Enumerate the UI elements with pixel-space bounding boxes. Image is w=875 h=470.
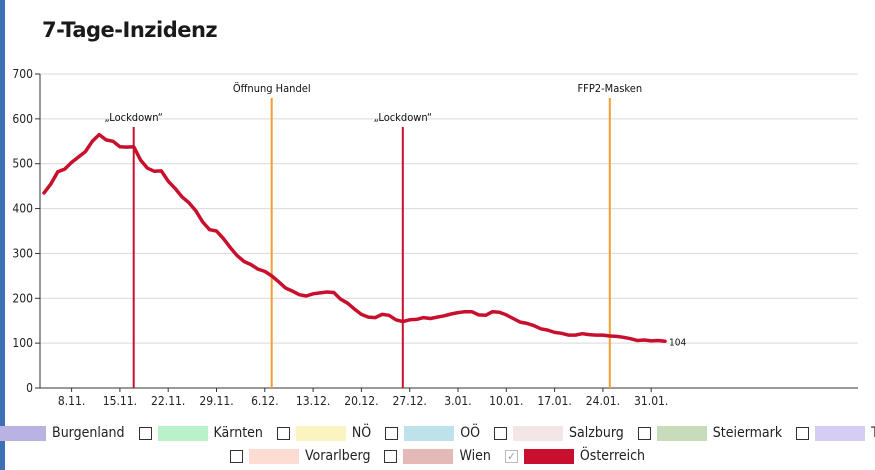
- legend-label: Vorarlberg: [305, 448, 371, 464]
- x-tick-label: 31.01.: [634, 394, 668, 408]
- legend-item-kärnten[interactable]: Kärnten: [138, 425, 263, 441]
- x-tick-label: 20.12.: [344, 394, 378, 408]
- legend-item-salzburg[interactable]: Salzburg: [494, 425, 624, 441]
- legend-item-nö[interactable]: NÖ: [276, 425, 372, 441]
- legend-label: NÖ: [351, 425, 372, 441]
- checkbox[interactable]: [276, 426, 290, 440]
- legend-item-tirol[interactable]: Tirol: [796, 425, 875, 441]
- legend-label: Burgenland: [52, 425, 125, 441]
- y-tick-label: 700: [12, 67, 33, 81]
- annotation-label: Öffnung Handel: [233, 82, 311, 95]
- chart-title: 7-Tage-Inzidenz: [42, 18, 218, 42]
- checkbox[interactable]: [384, 449, 398, 463]
- y-tick-label: 200: [12, 291, 33, 305]
- legend-swatch: [403, 448, 454, 464]
- x-tick-label: 22.11.: [151, 394, 185, 408]
- legend-swatch: [513, 425, 564, 441]
- annotation-label: „Lockdown“: [105, 111, 163, 124]
- annotation-label: „Lockdown“: [374, 111, 432, 124]
- legend-item-vorarlberg[interactable]: Vorarlberg: [230, 448, 370, 464]
- checkbox[interactable]: [385, 426, 399, 440]
- series-layer: 104: [42, 132, 686, 348]
- legend-swatch: [656, 425, 707, 441]
- line-chart: 0 100 200 300 400 500 600 700 8.11. 15.11. 22.11.…: [12, 67, 858, 408]
- legend-swatch: [815, 425, 866, 441]
- event-annotations: „Lockdown“ Öffnung Handel „Lockdown“ FFP2-M…: [105, 82, 642, 388]
- left-accent-bar: [0, 0, 5, 470]
- y-tick-label: 0: [26, 381, 33, 395]
- x-tick-label: 24.01.: [586, 394, 620, 408]
- legend-swatch: [404, 425, 455, 441]
- checkbox-checked[interactable]: ✓: [504, 449, 518, 463]
- y-axis-ticks: 0 100 200 300 400 500 600 700: [12, 67, 858, 395]
- legend-label: Steiermark: [712, 425, 783, 441]
- checkbox[interactable]: [494, 426, 508, 440]
- legend-item-österreich[interactable]: ✓ Österreich: [504, 448, 645, 464]
- annotation-label: FFP2-Masken: [577, 82, 642, 95]
- y-tick-label: 500: [12, 157, 33, 171]
- y-tick-label: 100: [12, 336, 33, 350]
- x-axis-ticks: 8.11. 15.11. 22.11. 29.11. 6.12. 13.12. 20.12.…: [58, 388, 668, 408]
- x-tick-label: 6.12.: [251, 394, 278, 408]
- legend-swatch: [249, 448, 299, 464]
- x-tick-label: 10.01.: [489, 394, 523, 408]
- legend-swatch: [157, 425, 208, 441]
- legend-item-wien[interactable]: Wien: [384, 448, 491, 464]
- legend-row-2: Vorarlberg Wien ✓ Österreich: [0, 448, 875, 464]
- x-tick-label: 17.01.: [537, 394, 571, 408]
- x-tick-label: 3.01.: [444, 394, 471, 408]
- legend-label: OÖ: [460, 425, 481, 441]
- checkbox[interactable]: [138, 426, 152, 440]
- x-tick-label: 29.11.: [199, 394, 233, 408]
- legend-item-oö[interactable]: OÖ: [385, 425, 480, 441]
- x-tick-label: 15.11.: [103, 394, 137, 408]
- legend-row-1: Burgenland Kärnten NÖ OÖ Salzburg Steiermark T…: [0, 425, 875, 441]
- checkbox[interactable]: [796, 426, 810, 440]
- series-line-oesterreich: [42, 132, 667, 344]
- legend-label: Kärnten: [213, 425, 263, 441]
- legend-item-burgenland[interactable]: Burgenland: [0, 425, 125, 441]
- legend-swatch: [295, 425, 346, 441]
- y-tick-label: 300: [12, 246, 33, 260]
- legend-swatch: [0, 425, 47, 441]
- legend-item-steiermark[interactable]: Steiermark: [637, 425, 783, 441]
- legend-label: Wien: [459, 448, 491, 464]
- chart-grid: [40, 73, 858, 344]
- x-tick-label: 8.11.: [58, 394, 85, 408]
- checkbox[interactable]: [637, 426, 651, 440]
- y-tick-label: 400: [12, 202, 33, 216]
- checkbox[interactable]: [230, 449, 243, 463]
- legend-label: Österreich: [579, 448, 645, 464]
- series-end-label: 104: [669, 337, 686, 348]
- legend-label: Tirol: [871, 425, 875, 441]
- y-tick-label: 600: [12, 112, 33, 126]
- x-tick-label: 13.12.: [296, 394, 330, 408]
- legend-label: Salzburg: [569, 425, 624, 441]
- legend-swatch: [523, 448, 574, 464]
- x-tick-label: 27.12.: [393, 394, 427, 408]
